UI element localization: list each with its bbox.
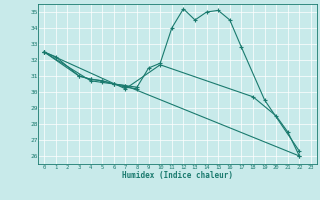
X-axis label: Humidex (Indice chaleur): Humidex (Indice chaleur): [122, 171, 233, 180]
